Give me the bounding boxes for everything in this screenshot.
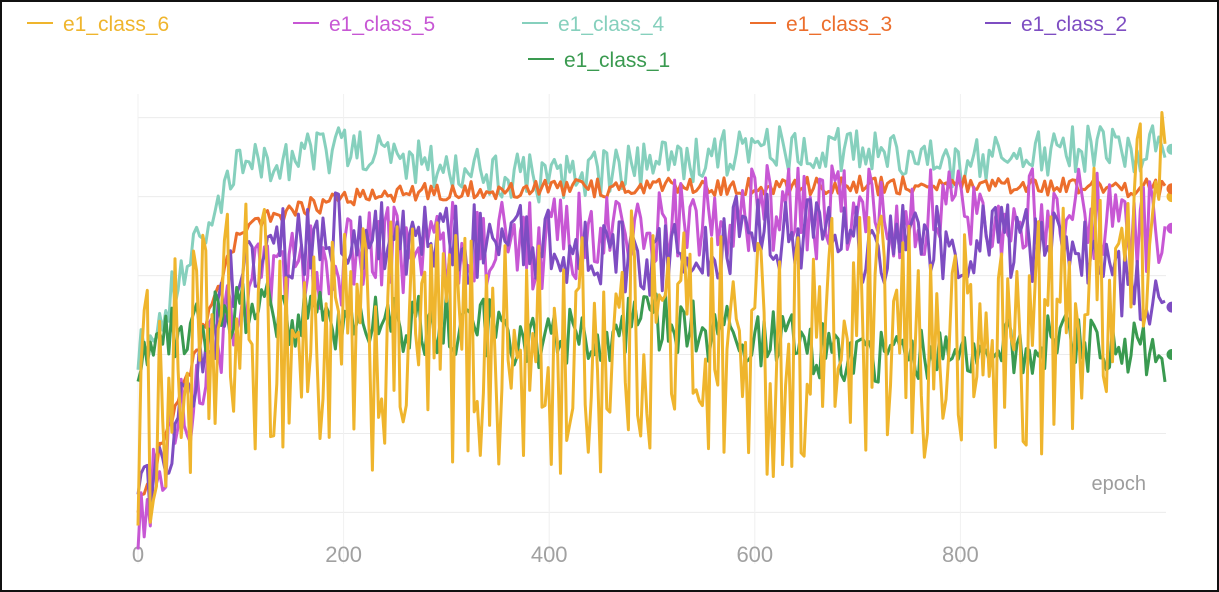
legend-item-e1-class-2[interactable]: e1_class_2: [985, 11, 1127, 39]
legend-item-e1-class-3[interactable]: e1_class_3: [750, 11, 892, 39]
x-tick-label: 400: [531, 542, 568, 564]
endpoint-dot-e1-class-2: [1166, 301, 1172, 313]
legend-label: e1_class_5: [329, 13, 436, 36]
endpoint-dot-e1-class-4: [1166, 143, 1172, 155]
legend-swatch: [985, 22, 1011, 25]
legend-item-e1-class-4[interactable]: e1_class_4: [522, 11, 664, 39]
endpoint-dot-e1-class-3: [1166, 183, 1172, 195]
x-tick-label: 0: [132, 542, 144, 564]
legend-item-e1-class-1[interactable]: e1_class_1: [528, 47, 670, 75]
legend-item-e1-class-5[interactable]: e1_class_5: [293, 11, 435, 39]
x-tick-label: 600: [736, 542, 773, 564]
legend-label: e1_class_1: [564, 49, 671, 72]
x-axis-label: epoch: [1092, 473, 1147, 495]
series-line-e1-class-6: [136, 111, 1167, 526]
legend-label: e1_class_6: [63, 13, 170, 36]
legend-swatch: [293, 22, 319, 25]
series-line-e1-class-4: [136, 124, 1167, 370]
legend-label: e1_class_3: [786, 13, 893, 36]
x-tick-label: 200: [325, 542, 362, 564]
plot-area: 0.550.50.450.40.350.30200400600800epoch: [132, 94, 1172, 564]
legend-item-e1-class-6[interactable]: e1_class_6: [27, 11, 169, 39]
legend-swatch: [27, 22, 53, 25]
legend-swatch: [528, 58, 554, 61]
series-group: [136, 111, 1167, 550]
legend-swatch: [750, 22, 776, 25]
legend-label: e1_class_2: [1021, 13, 1128, 36]
x-tick-label: 800: [942, 542, 979, 564]
endpoint-dot-e1-class-5: [1166, 222, 1172, 234]
series-line-e1-class-3: [136, 174, 1167, 513]
legend-swatch: [522, 22, 548, 25]
endpoint-dot-e1-class-1: [1166, 349, 1172, 361]
legend-label: e1_class_4: [558, 13, 665, 36]
chart-legend: e1_class_6 e1_class_5 e1_class_4 e1_class_3…: [2, 2, 1217, 92]
